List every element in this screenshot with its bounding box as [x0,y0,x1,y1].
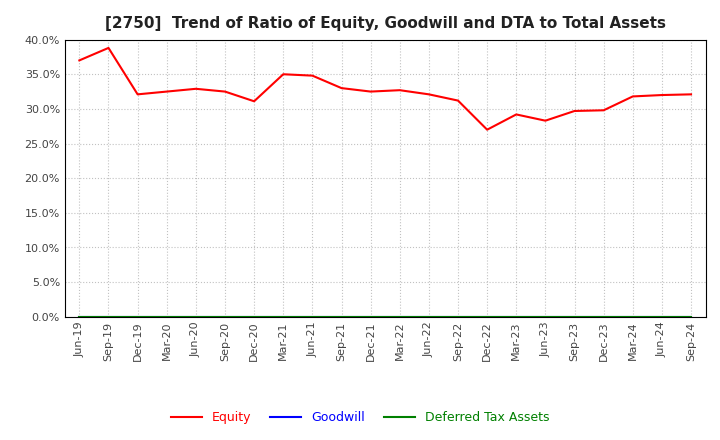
Deferred Tax Assets [192,314,200,319]
Equity [192,86,200,92]
Deferred Tax Assets [104,314,113,319]
Equity [425,92,433,97]
Goodwill [599,314,608,319]
Deferred Tax Assets [599,314,608,319]
Deferred Tax Assets [657,314,666,319]
Deferred Tax Assets [570,314,579,319]
Deferred Tax Assets [512,314,521,319]
Deferred Tax Assets [75,314,84,319]
Equity [483,127,492,132]
Equity [163,89,171,94]
Goodwill [250,314,258,319]
Deferred Tax Assets [454,314,462,319]
Deferred Tax Assets [250,314,258,319]
Deferred Tax Assets [395,314,404,319]
Equity [133,92,142,97]
Equity [308,73,317,78]
Goodwill [337,314,346,319]
Equity [570,108,579,114]
Deferred Tax Assets [163,314,171,319]
Line: Equity: Equity [79,48,691,130]
Deferred Tax Assets [308,314,317,319]
Legend: Equity, Goodwill, Deferred Tax Assets: Equity, Goodwill, Deferred Tax Assets [166,407,554,429]
Goodwill [133,314,142,319]
Goodwill [279,314,287,319]
Equity [541,118,550,123]
Deferred Tax Assets [279,314,287,319]
Goodwill [192,314,200,319]
Equity [220,89,229,94]
Goodwill [308,314,317,319]
Goodwill [657,314,666,319]
Goodwill [454,314,462,319]
Equity [337,85,346,91]
Equity [454,98,462,103]
Goodwill [366,314,375,319]
Equity [75,58,84,63]
Equity [687,92,696,97]
Deferred Tax Assets [687,314,696,319]
Deferred Tax Assets [220,314,229,319]
Goodwill [395,314,404,319]
Goodwill [687,314,696,319]
Equity [657,92,666,98]
Goodwill [629,314,637,319]
Deferred Tax Assets [425,314,433,319]
Equity [279,72,287,77]
Equity [629,94,637,99]
Goodwill [570,314,579,319]
Title: [2750]  Trend of Ratio of Equity, Goodwill and DTA to Total Assets: [2750] Trend of Ratio of Equity, Goodwil… [104,16,666,32]
Goodwill [483,314,492,319]
Deferred Tax Assets [366,314,375,319]
Goodwill [220,314,229,319]
Equity [104,45,113,51]
Deferred Tax Assets [133,314,142,319]
Deferred Tax Assets [629,314,637,319]
Goodwill [75,314,84,319]
Deferred Tax Assets [483,314,492,319]
Goodwill [163,314,171,319]
Equity [366,89,375,94]
Equity [250,99,258,104]
Goodwill [541,314,550,319]
Equity [512,112,521,117]
Deferred Tax Assets [337,314,346,319]
Goodwill [425,314,433,319]
Deferred Tax Assets [541,314,550,319]
Goodwill [104,314,113,319]
Equity [599,108,608,113]
Goodwill [512,314,521,319]
Equity [395,88,404,93]
